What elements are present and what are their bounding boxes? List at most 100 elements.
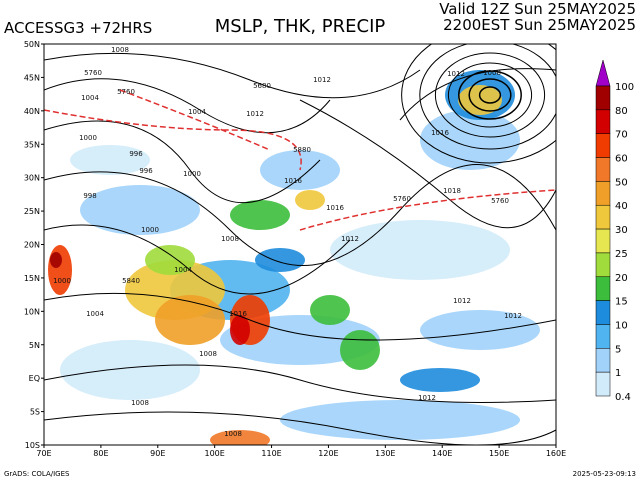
contour-label: 1008 bbox=[483, 69, 501, 77]
contour-label: 998 bbox=[83, 192, 96, 200]
model-label: ACCESSG3 +72HRS bbox=[4, 19, 152, 37]
colorbar-swatch bbox=[595, 252, 611, 278]
contour-label: 1008 bbox=[224, 430, 242, 438]
lat-label: 15N bbox=[24, 274, 40, 283]
contour-label: 1004 bbox=[86, 310, 104, 318]
lon-label: 140E bbox=[432, 449, 452, 458]
contour-label: 1000 bbox=[141, 226, 159, 234]
precip-area bbox=[295, 190, 325, 210]
isobar bbox=[44, 292, 556, 341]
contour-label: 1008 bbox=[131, 399, 149, 407]
precip-area bbox=[420, 310, 540, 350]
isobar bbox=[44, 120, 321, 203]
precip-area bbox=[48, 245, 72, 295]
contour-label: 1004 bbox=[188, 108, 206, 116]
colorbar-label: 1 bbox=[615, 368, 621, 379]
colorbar-label: 70 bbox=[615, 130, 628, 141]
colorbar-label: 0.4 bbox=[615, 392, 631, 403]
contours: 1008 1004 5760 5760 1012 5680 1004 1012 1000 996 1… bbox=[44, 44, 556, 445]
contour-label: 5760 bbox=[393, 195, 411, 203]
lat-label: 10S bbox=[25, 441, 40, 450]
contour-label: 5880 bbox=[293, 146, 311, 154]
lon-label: 100E bbox=[205, 449, 225, 458]
precip-area bbox=[60, 340, 200, 400]
contour-label: 1012 bbox=[246, 110, 264, 118]
colorbar-swatch bbox=[595, 133, 611, 158]
precip-area bbox=[155, 295, 225, 345]
contour-label: 1000 bbox=[53, 277, 71, 285]
lon-label: 80E bbox=[93, 449, 108, 458]
contour-label: 1012 bbox=[447, 70, 465, 78]
isobar bbox=[478, 86, 502, 104]
contour-label: 1016 bbox=[229, 310, 247, 318]
precip-area bbox=[340, 330, 380, 370]
colorbar-label: 20 bbox=[615, 273, 628, 284]
credit: GrADS: COLA/IGES bbox=[4, 470, 70, 478]
lat-label: 50N bbox=[24, 40, 40, 49]
precip-area bbox=[50, 252, 62, 268]
colorbar-label: 60 bbox=[615, 154, 628, 165]
colorbar-label: 30 bbox=[615, 225, 628, 236]
precip-area bbox=[70, 145, 150, 175]
colorbar-swatch bbox=[595, 348, 611, 373]
colorbar-swatch bbox=[595, 324, 611, 349]
contour-label: 1008 bbox=[221, 235, 239, 243]
colorbar-swatch bbox=[595, 371, 611, 397]
valid-time: Valid 12Z Sun 25MAY2025 bbox=[439, 0, 636, 18]
isobar bbox=[44, 224, 351, 295]
isobar bbox=[44, 411, 556, 445]
lon-label: 70E bbox=[36, 449, 51, 458]
contour-label: 5760 bbox=[491, 197, 509, 205]
precip-area bbox=[280, 400, 520, 440]
contour-label: 1012 bbox=[418, 394, 436, 402]
isobar bbox=[458, 70, 522, 120]
lat-label: 5S bbox=[30, 408, 40, 417]
contour-label: 1004 bbox=[81, 94, 99, 102]
precip-area bbox=[255, 248, 305, 272]
colorbar-swatch bbox=[595, 276, 611, 301]
thickness-line bbox=[299, 189, 556, 231]
lon-label: 130E bbox=[375, 449, 395, 458]
contour-label: 1000 bbox=[183, 170, 201, 178]
colorbar-label: 15 bbox=[615, 297, 628, 308]
precip-area bbox=[310, 295, 350, 325]
isobar bbox=[434, 52, 546, 138]
precip-area bbox=[420, 110, 520, 170]
contour-label: 1012 bbox=[504, 312, 522, 320]
lat-label: 30N bbox=[24, 174, 40, 183]
colorbar-label: 25 bbox=[615, 249, 628, 260]
colorbar-swatch bbox=[595, 157, 611, 182]
lat-label: 40N bbox=[24, 107, 40, 116]
precip-area bbox=[80, 185, 200, 235]
colorbar-swatch bbox=[595, 85, 611, 111]
colorbar-label: 100 bbox=[615, 82, 634, 93]
isobar bbox=[44, 52, 421, 99]
contour-label: 1012 bbox=[341, 235, 359, 243]
lon-label: 120E bbox=[318, 449, 338, 458]
isobar bbox=[44, 164, 556, 266]
thickness-line bbox=[119, 89, 271, 151]
lon-label: 110E bbox=[261, 449, 281, 458]
local-time: 2200EST Sun 25MAY2025 bbox=[443, 16, 636, 34]
contour-label: 1018 bbox=[443, 187, 461, 195]
isobar bbox=[468, 78, 512, 112]
contour-label: 1012 bbox=[453, 297, 471, 305]
isobar bbox=[44, 364, 556, 403]
isobar bbox=[419, 44, 556, 150]
contour-label: 1000 bbox=[79, 134, 97, 142]
isobar bbox=[399, 68, 556, 121]
colorbar-label: 5 bbox=[615, 344, 621, 355]
colorbar-label: 50 bbox=[615, 177, 628, 188]
contour-label: 1004 bbox=[174, 266, 192, 274]
lat-label: 35N bbox=[24, 140, 40, 149]
lat-label: 45N bbox=[24, 73, 40, 82]
precip-area bbox=[230, 200, 290, 230]
isobar bbox=[44, 78, 331, 134]
timestamp: 2025-05-23-09:13 bbox=[573, 470, 636, 478]
colorbar-label: 10 bbox=[615, 320, 628, 331]
contour-label: 1016 bbox=[431, 129, 449, 137]
precip-area bbox=[230, 315, 250, 345]
colorbar-swatch bbox=[595, 300, 611, 325]
contour-label: 5760 bbox=[84, 69, 102, 77]
